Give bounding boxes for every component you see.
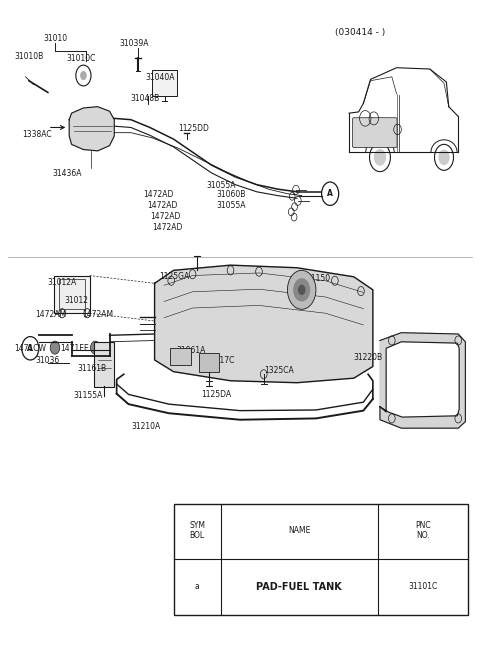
Text: 1472AD: 1472AD <box>150 212 180 221</box>
Text: 31036: 31036 <box>35 356 60 365</box>
Text: A: A <box>327 189 333 198</box>
Text: 31061A: 31061A <box>176 346 205 356</box>
FancyBboxPatch shape <box>170 348 191 365</box>
Text: 31048B: 31048B <box>131 94 160 103</box>
Text: 1125DA: 1125DA <box>201 390 231 399</box>
Text: 1125DD: 1125DD <box>179 124 209 133</box>
Text: 31010B: 31010B <box>14 52 44 61</box>
FancyBboxPatch shape <box>174 504 468 614</box>
Circle shape <box>438 149 450 165</box>
FancyBboxPatch shape <box>59 280 85 309</box>
FancyBboxPatch shape <box>152 70 177 96</box>
Text: 1472AD: 1472AD <box>152 223 182 232</box>
Text: 1472AM: 1472AM <box>35 310 66 319</box>
FancyBboxPatch shape <box>95 343 114 387</box>
Text: 31155A: 31155A <box>73 391 102 400</box>
Circle shape <box>374 149 386 166</box>
Text: 1338AC: 1338AC <box>22 130 51 139</box>
Text: 31220B: 31220B <box>353 353 382 362</box>
Text: 31150: 31150 <box>306 274 331 284</box>
Text: SYM
BOL: SYM BOL <box>189 521 205 540</box>
Text: 31010C: 31010C <box>67 54 96 62</box>
Text: 1472AD: 1472AD <box>143 190 173 199</box>
Text: 1325CA: 1325CA <box>264 366 294 375</box>
Text: PNC
NO.: PNC NO. <box>415 521 431 540</box>
Text: 31055A: 31055A <box>216 201 246 210</box>
Circle shape <box>293 278 310 301</box>
Text: 31436A: 31436A <box>53 169 82 178</box>
Text: 31039A: 31039A <box>119 39 148 48</box>
Text: 31060B: 31060B <box>216 190 246 199</box>
Text: (030414 - ): (030414 - ) <box>335 28 385 37</box>
Polygon shape <box>155 265 373 383</box>
Text: 31317C: 31317C <box>206 356 235 365</box>
Circle shape <box>80 71 87 80</box>
Text: 31040A: 31040A <box>145 73 175 82</box>
FancyBboxPatch shape <box>352 118 397 147</box>
Text: A: A <box>27 344 33 353</box>
Text: 1472AM: 1472AM <box>83 310 114 319</box>
Text: 31012A: 31012A <box>48 278 77 288</box>
Circle shape <box>50 341 60 354</box>
Text: 31012: 31012 <box>64 296 88 305</box>
Text: PAD-FUEL TANK: PAD-FUEL TANK <box>256 582 342 592</box>
Text: 31055A: 31055A <box>207 181 236 190</box>
Circle shape <box>298 285 305 295</box>
Text: 31210A: 31210A <box>132 422 161 432</box>
Text: 1471EE: 1471EE <box>60 345 88 354</box>
FancyBboxPatch shape <box>54 276 90 313</box>
Text: 31010: 31010 <box>43 34 67 43</box>
Polygon shape <box>69 107 114 151</box>
Text: a: a <box>195 582 200 591</box>
Text: 1471CW: 1471CW <box>14 345 47 354</box>
Text: 1125GA: 1125GA <box>159 272 190 281</box>
FancyBboxPatch shape <box>199 353 219 372</box>
Text: 1472AD: 1472AD <box>147 201 178 210</box>
Circle shape <box>91 341 100 354</box>
Polygon shape <box>380 333 466 428</box>
Text: 31101C: 31101C <box>408 582 437 591</box>
Circle shape <box>288 271 316 309</box>
Text: NAME: NAME <box>288 526 311 535</box>
Text: 31161B: 31161B <box>78 364 107 373</box>
